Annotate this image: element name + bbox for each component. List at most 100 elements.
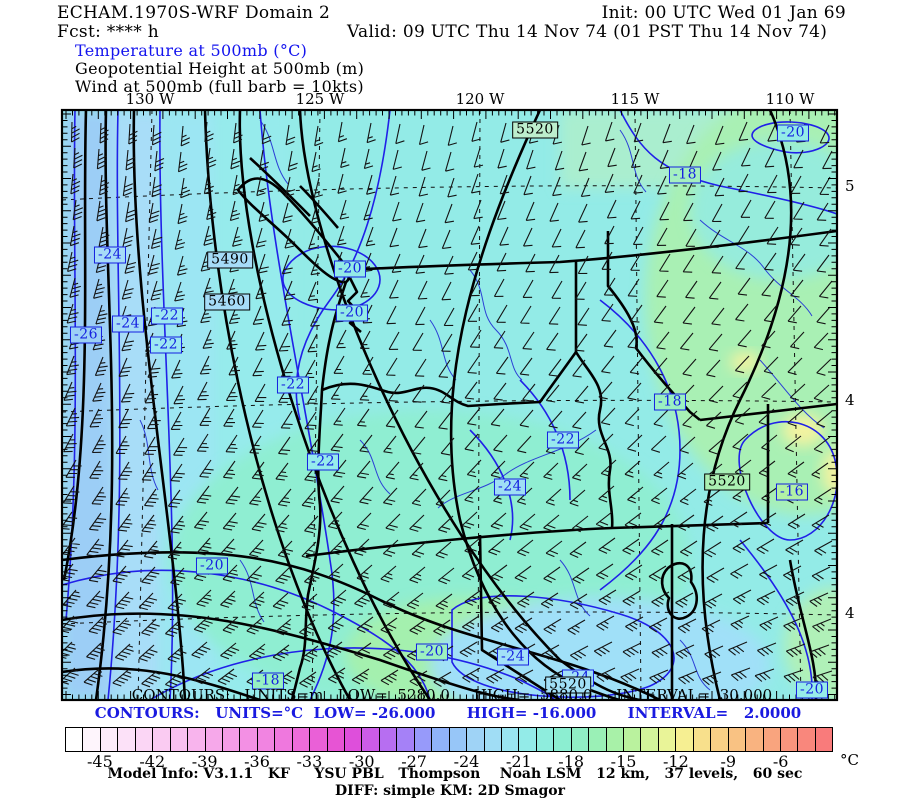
colorbar-cell xyxy=(222,728,241,751)
colorbar-cell xyxy=(467,728,485,751)
colorbar-cell xyxy=(815,728,833,751)
field-line-temperature: Temperature at 500mb (°C) xyxy=(75,41,308,60)
diffusion-info-line: DIFF: simple KM: 2D Smagor xyxy=(335,783,565,799)
init-time: Init: 00 UTC Wed 01 Jan 69 xyxy=(601,3,846,23)
colorbar-cell xyxy=(571,728,590,751)
colorbar-cell xyxy=(554,728,572,751)
colorbar-tick-label: -9 xyxy=(720,752,737,771)
temp-contour-label: -18 xyxy=(653,393,687,411)
longitude-label: 120 W xyxy=(455,90,505,108)
field-line-height: Geopotential Height at 500mb (m) xyxy=(75,59,365,78)
colorbar-cell xyxy=(153,728,171,751)
temp-contour-label: -22 xyxy=(306,453,340,471)
temp-contour-label: -24 xyxy=(496,648,530,666)
temp-contour-label: -22 xyxy=(149,336,183,354)
colorbar-cell xyxy=(205,728,223,751)
model-title: ECHAM.1970S-WRF Domain 2 xyxy=(57,3,331,23)
colorbar-tick-label: -6 xyxy=(772,752,789,771)
colorbar-unit: °C xyxy=(840,751,859,769)
temp-contour-label: -24 xyxy=(111,315,145,333)
temperature-colorbar xyxy=(65,727,833,752)
colorbar-cell xyxy=(362,728,380,751)
colorbar-cell xyxy=(118,728,136,751)
temp-contour-label: -20 xyxy=(415,643,449,661)
latitude-label: 4 xyxy=(845,391,855,409)
temp-contour-label: -20 xyxy=(795,681,829,699)
temp-contour-label: -16 xyxy=(775,483,809,501)
colorbar-cell xyxy=(292,728,311,751)
colorbar-cell xyxy=(257,728,276,751)
colorbar-tick-label: -27 xyxy=(401,752,427,771)
temp-contour-label: -18 xyxy=(668,166,702,184)
colorbar-cell xyxy=(83,728,101,751)
height-contour-label: 5460 xyxy=(204,293,250,311)
colorbar-cell xyxy=(780,728,799,751)
height-contour-info: CONTOURS: UNITS=m LOW= 5280.0 HIGH= 5880… xyxy=(131,686,773,704)
forecast-hour: Fcst: **** h xyxy=(57,22,159,42)
colorbar-cell xyxy=(188,728,206,751)
colorbar-cell xyxy=(798,728,816,751)
temp-contour-label: -22 xyxy=(276,376,310,394)
temp-contour-label: -20 xyxy=(333,260,367,278)
longitude-label: 130 W xyxy=(125,90,175,108)
colorbar-cell xyxy=(275,728,293,751)
temp-contour-label: -26 xyxy=(69,326,103,344)
colorbar-cell xyxy=(484,728,502,751)
temp-contour-label: -20 xyxy=(335,304,369,322)
colorbar-cell xyxy=(327,728,345,751)
colorbar-tick-label: -39 xyxy=(191,752,218,771)
temp-contour-label: -24 xyxy=(93,246,127,264)
colorbar-cell xyxy=(763,728,781,751)
colorbar-cell xyxy=(536,728,555,751)
temp-contour-label: -22 xyxy=(546,431,580,449)
latitude-label: 4 xyxy=(845,604,855,622)
colorbar-cell xyxy=(606,728,624,751)
height-contour-label: 5520 xyxy=(512,121,558,139)
colorbar-cell xyxy=(432,728,450,751)
colorbar-cell xyxy=(135,728,154,751)
colorbar-cell xyxy=(676,728,694,751)
colorbar-cell xyxy=(624,728,642,751)
colorbar-cell xyxy=(693,728,712,751)
temp-contour-label: -18 xyxy=(251,672,285,690)
colorbar-tick-label: -15 xyxy=(610,752,637,771)
colorbar-tick-label: -18 xyxy=(558,752,585,771)
colorbar-cell xyxy=(170,728,189,751)
colorbar-cell xyxy=(658,728,677,751)
colorbar-cell xyxy=(711,728,729,751)
longitude-label: 115 W xyxy=(610,90,660,108)
temp-contour-info: CONTOURS: UNITS=°C LOW= -26.000 HIGH= -1… xyxy=(94,704,802,722)
colorbar-cell xyxy=(589,728,607,751)
colorbar-cell xyxy=(379,728,398,751)
colorbar-cell xyxy=(345,728,363,751)
colorbar-cell xyxy=(501,728,520,751)
colorbar-tick-label: -42 xyxy=(139,752,166,771)
colorbar-cell xyxy=(397,728,415,751)
longitude-label: 110 W xyxy=(765,90,815,108)
temp-contour-label: -22 xyxy=(150,307,184,325)
temp-contour-label: -20 xyxy=(195,557,229,575)
height-contour-label: 5520 xyxy=(545,676,591,694)
colorbar-cell xyxy=(728,728,747,751)
colorbar-tick-label: -33 xyxy=(296,752,323,771)
colorbar-tick-label: -36 xyxy=(244,752,270,771)
colorbar-cell xyxy=(746,728,764,751)
colorbar-cell xyxy=(310,728,328,751)
temp-contour-label: -24 xyxy=(493,478,527,496)
colorbar-cell xyxy=(414,728,433,751)
model-info-line: Model Info: V3.1.1 KF YSU PBL Thompson N… xyxy=(107,766,803,782)
colorbar-cell xyxy=(519,728,537,751)
colorbar-cell xyxy=(66,728,84,751)
colorbar-cell xyxy=(449,728,468,751)
valid-time: Valid: 09 UTC Thu 14 Nov 74 (01 PST Thu … xyxy=(347,22,828,42)
colorbar-cell xyxy=(641,728,659,751)
colorbar-tick-label: -24 xyxy=(453,752,480,771)
colorbar-cell xyxy=(100,728,119,751)
field-line-wind: Wind at 500mb (full barb = 10kts) xyxy=(75,77,364,96)
colorbar-tick-label: -12 xyxy=(663,752,689,771)
temp-contour-label: -20 xyxy=(776,124,810,142)
height-contour-label: 5520 xyxy=(704,473,750,491)
longitude-label: 125 W xyxy=(295,90,345,108)
